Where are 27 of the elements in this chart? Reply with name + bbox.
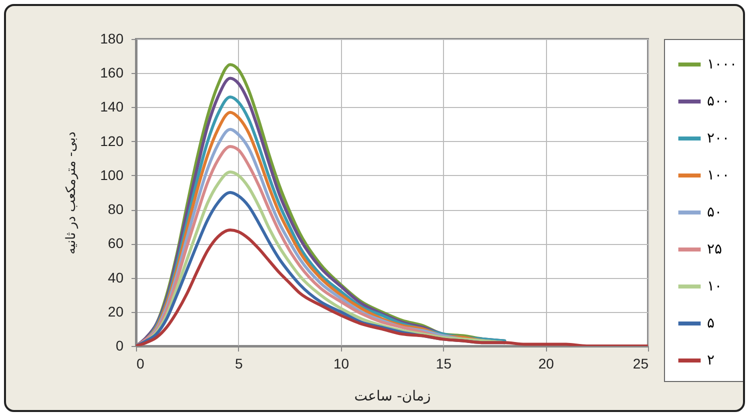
legend-label: ۱۰ (707, 278, 722, 294)
x-tick-label: 25 (632, 356, 649, 372)
y-tick-label: 60 (108, 235, 124, 252)
legend-label: ۵۰ (707, 204, 722, 220)
legend-label: ۲ (707, 352, 715, 368)
y-tick-label: 120 (100, 132, 124, 149)
x-axis-title: زمان- ساعت (354, 388, 431, 404)
x-tick-label: 20 (538, 356, 554, 372)
legend-label: ۵ (707, 316, 715, 332)
legend-label: ۱۰۰۰ (707, 56, 738, 72)
y-tick-label: 140 (100, 98, 124, 115)
y-axis-title: دبی- مترمکعب در ثانیه (64, 131, 80, 254)
x-tick-label: 15 (436, 356, 452, 372)
y-tick-label: 160 (100, 64, 124, 81)
y-tick-label: 80 (108, 201, 124, 218)
x-tick-label: 10 (334, 356, 350, 372)
x-tick-label: 0 (136, 356, 144, 372)
y-tick-label: 0 (116, 338, 124, 354)
legend-label: ۲۰۰ (707, 130, 730, 146)
y-tick-label: 40 (108, 269, 124, 286)
y-tick-label: 180 (100, 30, 124, 46)
x-tick-label: 5 (235, 356, 243, 372)
y-tick-label: 20 (108, 303, 124, 320)
y-tick-label: 100 (100, 166, 124, 183)
legend-label: ۲۵ (707, 242, 722, 258)
legend-label: ۱۰۰ (707, 168, 730, 184)
legend-label: ۵۰۰ (707, 94, 730, 110)
